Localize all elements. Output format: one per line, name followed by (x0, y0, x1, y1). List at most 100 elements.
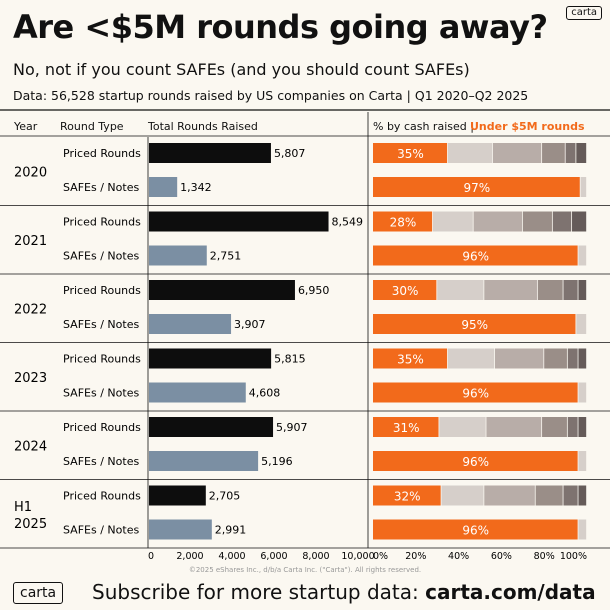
bar-axis-tick: 4,000 (218, 551, 245, 562)
rounds-bar (149, 451, 259, 471)
pct-segment (484, 280, 537, 300)
pct-segment (373, 280, 437, 300)
year-label-line2: 2025 (14, 517, 47, 532)
rounds-bar (149, 382, 246, 403)
under5m-pct-label: 28% (390, 216, 417, 230)
rounds-value-label: 1,342 (180, 181, 212, 194)
rounds-value-label: 5,807 (274, 147, 306, 160)
pct-segment (542, 417, 567, 437)
footer-link[interactable]: carta.com/data (425, 580, 596, 604)
pct-segment (563, 280, 578, 300)
year-block-6: H1 2025 Priced Rounds 2,705 32% SAFEs / Notes… (0, 479, 610, 540)
year-label: 2023 (14, 371, 47, 386)
pct-segment (565, 143, 576, 163)
pct-segment (373, 519, 578, 540)
pct-segment (447, 348, 495, 369)
bar-axis-tick: 6,000 (260, 551, 287, 562)
year-block-5: 2024 Priced Rounds 5,907 31% SAFEs / Notes 5,… (0, 410, 610, 471)
pct-segment (373, 314, 576, 334)
year-block-4: 2023 Priced Rounds 5,815 35% SAFEs / Notes 4,… (0, 342, 610, 403)
pct-segment (439, 417, 486, 437)
pct-segment (578, 451, 587, 471)
rounds-value-label: 2,705 (209, 490, 241, 503)
under5m-pct-label: 97% (463, 181, 490, 195)
pct-segment (447, 143, 493, 163)
pct-segment (572, 211, 587, 232)
round-type-label: Priced Rounds (63, 490, 141, 503)
round-type-label: SAFEs / Notes (63, 455, 139, 468)
year-label-line1: H1 (14, 500, 32, 515)
pct-segment (576, 143, 587, 163)
under5m-pct-label: 32% (394, 490, 421, 504)
pct-segment (567, 348, 578, 369)
pct-segment (576, 314, 587, 334)
header-year: Year (13, 120, 38, 133)
pct-segment (542, 143, 565, 163)
pct-segment (537, 280, 563, 300)
under5m-pct-label: 96% (462, 250, 489, 264)
pct-segment (437, 280, 484, 300)
pct-segment (578, 485, 587, 506)
pct-segment (492, 143, 542, 163)
year-label: 2024 (14, 439, 47, 454)
year-block-1: 2020 Priced Rounds 5,807 35% SAFEs / Notes 1,… (14, 143, 587, 197)
under5m-pct-label: 95% (461, 318, 488, 332)
pct-axis-tick: 0% (373, 551, 388, 562)
year-block-2: 2021 Priced Rounds 8,549 28% SAFEs / Notes 2,… (0, 205, 610, 266)
rounds-bar (149, 348, 272, 369)
round-type-label: SAFEs / Notes (63, 387, 139, 400)
bar-axis-tick: 2,000 (176, 551, 203, 562)
rounds-bar (149, 314, 232, 334)
under5m-pct-label: 35% (397, 147, 424, 161)
rounds-bar (149, 417, 274, 437)
under5m-pct-label: 31% (393, 421, 420, 435)
pct-segment (580, 177, 587, 197)
rounds-value-label: 5,907 (276, 421, 308, 434)
pct-segment (563, 485, 578, 506)
pct-segment (373, 485, 441, 506)
footer-prefix: Subscribe for more startup data: (92, 580, 426, 604)
pct-segment (535, 485, 563, 506)
pct-axis-tick: 100% (560, 551, 587, 562)
header-pct-prefix: % by cash raised | (373, 120, 474, 133)
pct-segment (473, 211, 522, 232)
pct-segment (484, 485, 535, 506)
rounds-bar (149, 280, 295, 300)
pct-segment (578, 280, 587, 300)
pct-segment (373, 177, 580, 197)
rounds-value-label: 2,751 (210, 250, 242, 263)
pct-segment (373, 348, 448, 369)
pct-segment (373, 211, 433, 232)
pct-segment (578, 519, 587, 540)
bar-axis-tick: 0 (148, 551, 154, 562)
rounds-value-label: 4,608 (249, 387, 281, 400)
year-label: 2022 (14, 302, 47, 317)
round-type-label: Priced Rounds (63, 216, 141, 229)
round-type-label: SAFEs / Notes (63, 250, 139, 263)
header-pct-highlight: Under $5M rounds (470, 120, 585, 133)
rounds-bar (149, 211, 329, 232)
pct-segment (373, 451, 578, 471)
round-type-label: Priced Rounds (63, 147, 141, 160)
rounds-bar (149, 245, 207, 266)
round-type-label: Priced Rounds (63, 421, 141, 434)
rounds-value-label: 8,549 (332, 216, 364, 229)
pct-segment (552, 211, 572, 232)
rounds-value-label: 3,907 (234, 318, 266, 331)
rounds-bar (149, 485, 206, 506)
round-type-label: Priced Rounds (63, 284, 141, 297)
pct-axis-tick: 20% (405, 551, 426, 562)
round-type-label: Priced Rounds (63, 353, 141, 366)
round-type-label: SAFEs / Notes (63, 524, 139, 537)
rounds-value-label: 5,815 (274, 353, 306, 366)
pct-axis-tick: 40% (448, 551, 469, 562)
year-label: 2020 (14, 165, 47, 180)
pct-segment (373, 382, 578, 403)
footer-cta: Subscribe for more startup data: carta.c… (92, 580, 596, 604)
rounds-value-label: 5,196 (261, 455, 293, 468)
header-total-rounds: Total Rounds Raised (147, 120, 258, 133)
rounds-bar (149, 143, 271, 163)
under5m-pct-label: 35% (397, 353, 424, 367)
carta-logo-footer: carta (13, 582, 64, 604)
